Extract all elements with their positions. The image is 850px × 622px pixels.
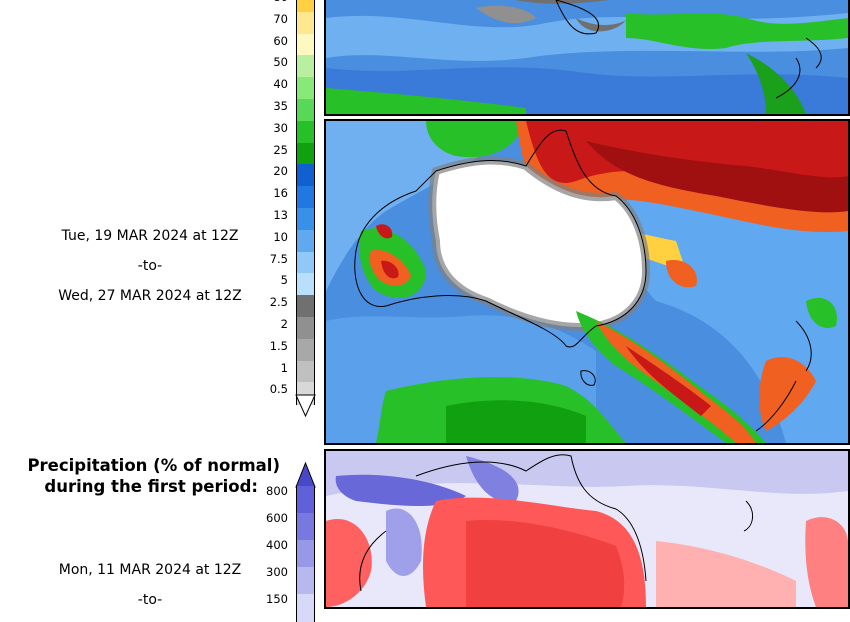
colorbar-tick-label: 13 (273, 208, 288, 222)
colorbar-tick-label: 7.5 (269, 251, 288, 266)
colorbar-segment (296, 594, 315, 622)
colorbar-tick-label: 16 (273, 186, 288, 201)
colorbar-segment (296, 142, 315, 165)
colorbar-tick-label: 40 (273, 77, 288, 92)
colorbar-tick-label: 80 (248, 0, 288, 4)
colorbar-tick-label: 2.5 (269, 295, 288, 310)
colorbar-tick-label: 60 (273, 33, 288, 48)
colorbar-tick-label: 400 (266, 538, 288, 552)
precip-map-period1 (324, 0, 850, 116)
colorbar-segment (296, 11, 315, 35)
period2-start-date: Tue, 19 MAR 2024 at 12Z (61, 228, 239, 244)
colorbar-segment (296, 486, 315, 514)
colorbar-segment (296, 120, 315, 144)
period2-end-date: Wed, 27 MAR 2024 at 12Z (58, 288, 242, 304)
period2-separator: -to- (137, 258, 163, 274)
colorbar-segment (296, 338, 315, 362)
pct-normal-title: Precipitation (% of normal) (27, 456, 280, 475)
colorbar-segment (296, 33, 315, 56)
colorbar-tick-label: 10 (273, 229, 288, 244)
colorbar-segment (296, 186, 315, 209)
colorbar-tick-label: 20 (273, 164, 288, 179)
colorbar-segment (296, 77, 315, 100)
colorbar-segment (296, 540, 315, 568)
colorbar-segment (296, 295, 315, 318)
pct-normal-map (324, 449, 850, 609)
colorbar-segment (296, 208, 315, 231)
colorbar-segment (296, 567, 315, 595)
colorbar-segment (296, 360, 315, 383)
colorbar-tick-label: 300 (266, 565, 288, 579)
pct-normal-subtitle: during the first period: (44, 477, 258, 496)
pct-period-start-date: Mon, 11 MAR 2024 at 12Z (58, 562, 242, 578)
colorbar-segment (296, 317, 315, 340)
colorbar-tick-label: 35 (273, 99, 288, 113)
colorbar-tick-label: 1.5 (269, 338, 288, 353)
colorbar-min-arrow (295, 394, 316, 418)
colorbar-tick-label: 0.5 (269, 382, 288, 397)
colorbar-tick-label: 2 (280, 317, 288, 331)
colorbar-segment (296, 55, 315, 78)
colorbar-tick-label: 50 (273, 55, 288, 70)
colorbar-segment (296, 229, 315, 253)
colorbar-tick-label: 800 (266, 484, 288, 498)
colorbar-segment (296, 0, 315, 13)
colorbar-max-arrow (295, 462, 316, 488)
colorbar-segment (296, 251, 315, 274)
colorbar-tick-label: 5 (280, 273, 288, 288)
pct-period-separator: -to- (137, 592, 163, 608)
colorbar-segment (296, 99, 315, 122)
colorbar-tick-label: 600 (266, 511, 288, 525)
colorbar-tick-label: 30 (273, 120, 288, 135)
colorbar-segment (296, 513, 315, 541)
precip-map-period2 (324, 119, 850, 445)
colorbar-segment (296, 273, 315, 296)
colorbar-tick-label: 25 (273, 142, 288, 157)
colorbar-tick-label: 70 (273, 11, 288, 26)
colorbar-tick-label: 1 (280, 360, 288, 375)
colorbar-segment (296, 164, 315, 187)
